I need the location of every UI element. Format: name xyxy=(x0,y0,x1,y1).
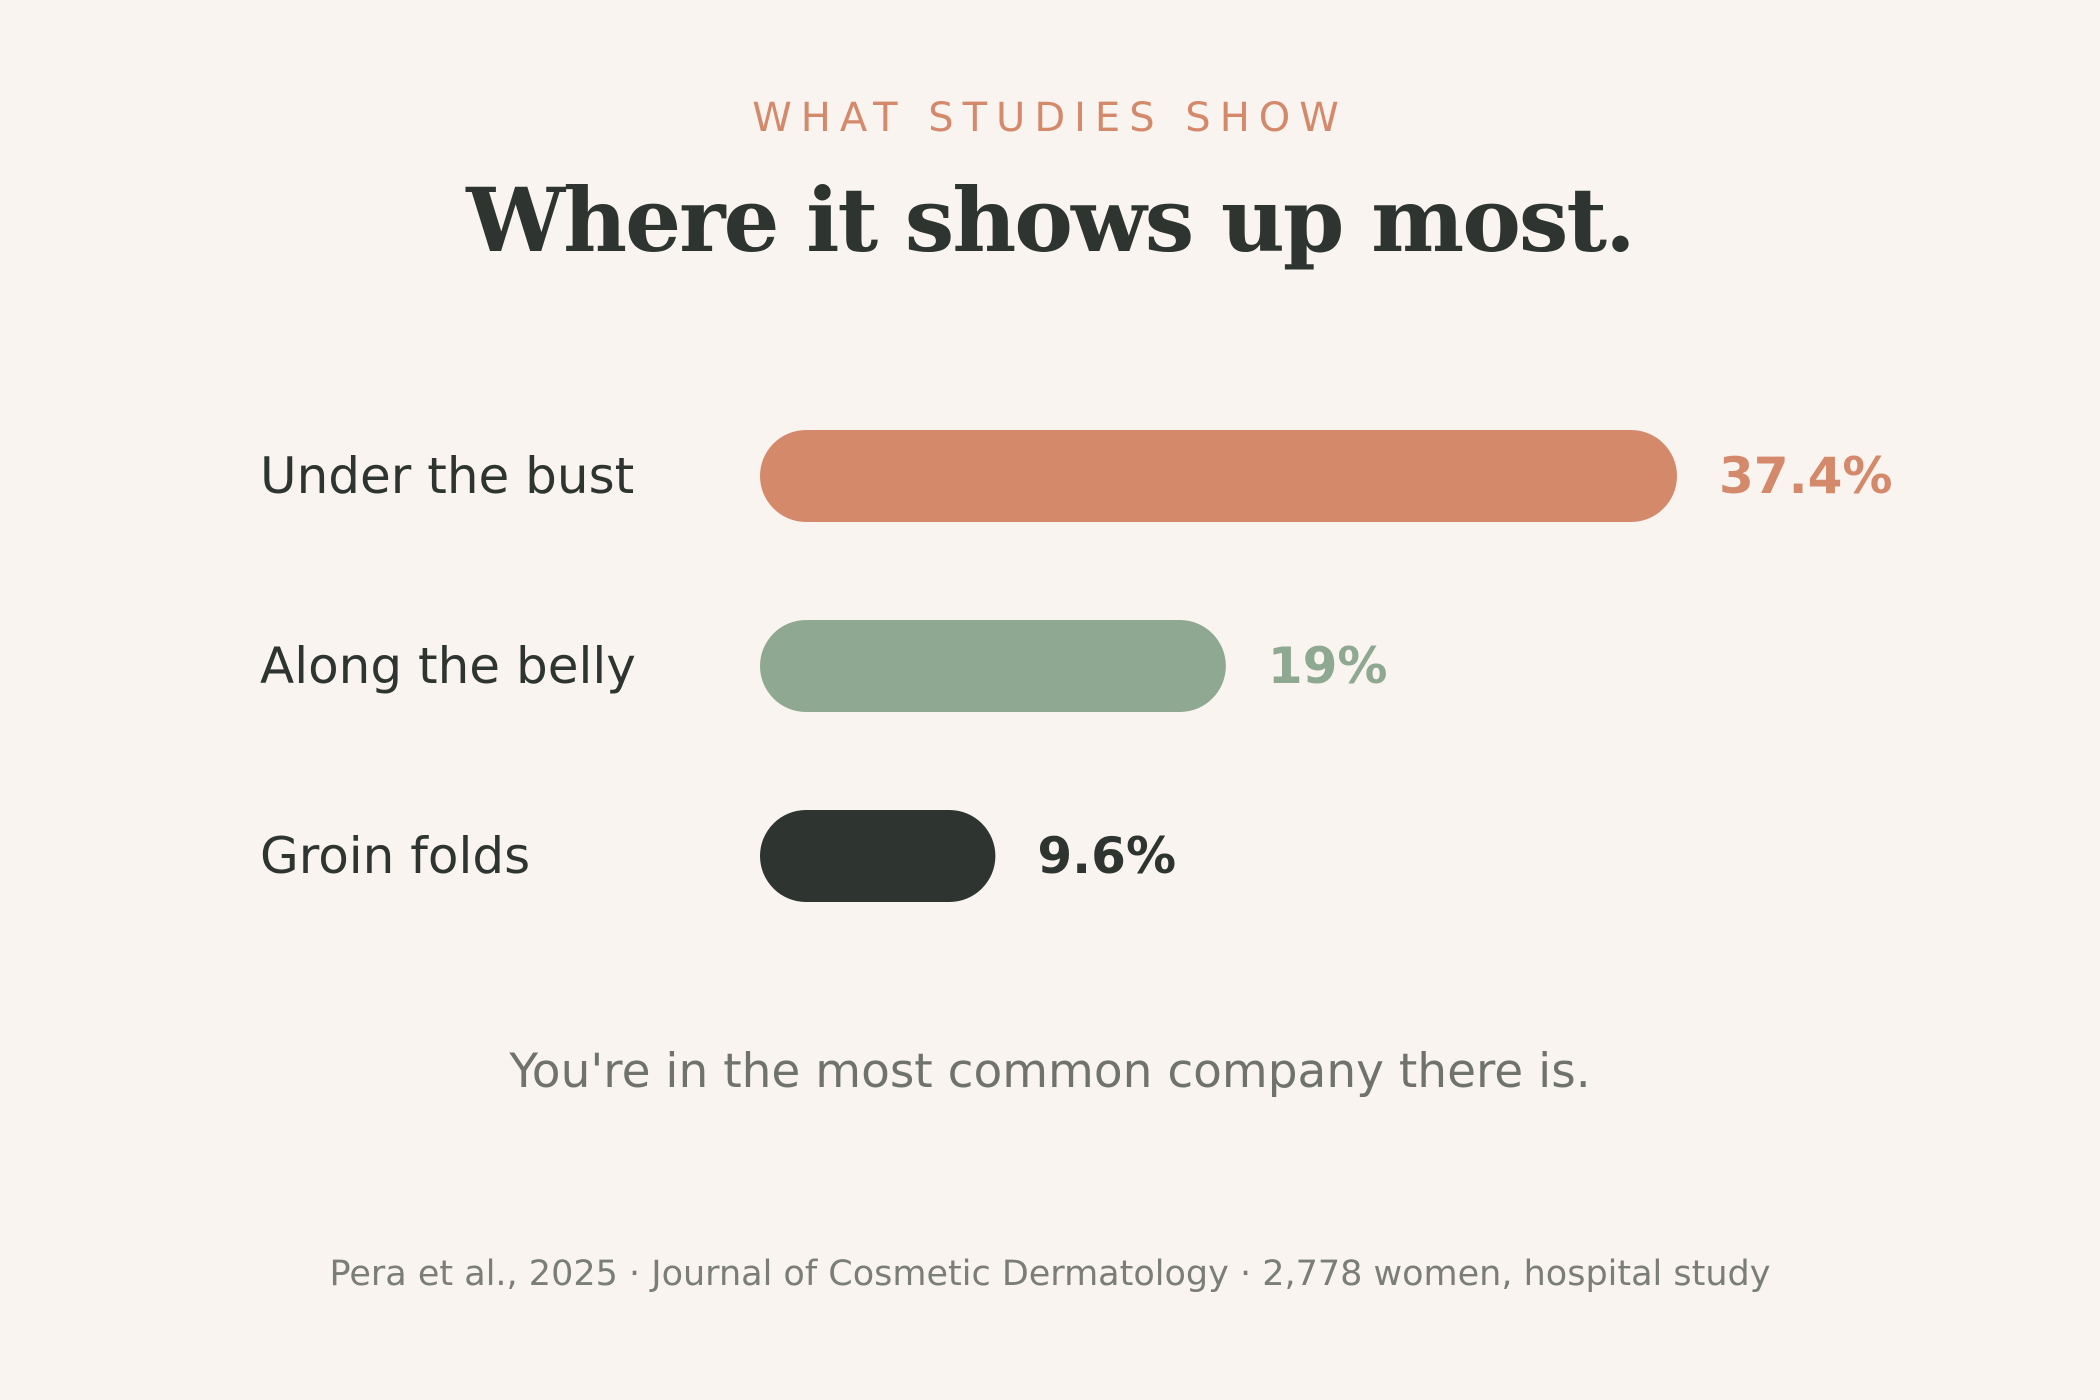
chart-title: Where it shows up most. xyxy=(466,168,1635,272)
category-label-along-the-belly: Along the belly xyxy=(260,637,636,695)
bar-along-the-belly xyxy=(760,620,1226,712)
value-label-along-the-belly: 19% xyxy=(1268,637,1388,695)
value-label-groin-folds: 9.6% xyxy=(1037,827,1176,885)
bar-under-the-bust xyxy=(760,430,1677,522)
category-label-groin-folds: Groin folds xyxy=(260,827,530,885)
category-label-under-the-bust: Under the bust xyxy=(260,447,634,505)
bar-groin-folds xyxy=(760,810,996,902)
eyebrow-label: WHAT STUDIES SHOW xyxy=(752,95,1348,141)
source-citation: Pera et al., 2025 · Journal of Cosmetic … xyxy=(329,1254,1771,1294)
value-label-under-the-bust: 37.4% xyxy=(1719,447,1892,505)
tagline: You're in the most common company there … xyxy=(509,1044,1591,1099)
